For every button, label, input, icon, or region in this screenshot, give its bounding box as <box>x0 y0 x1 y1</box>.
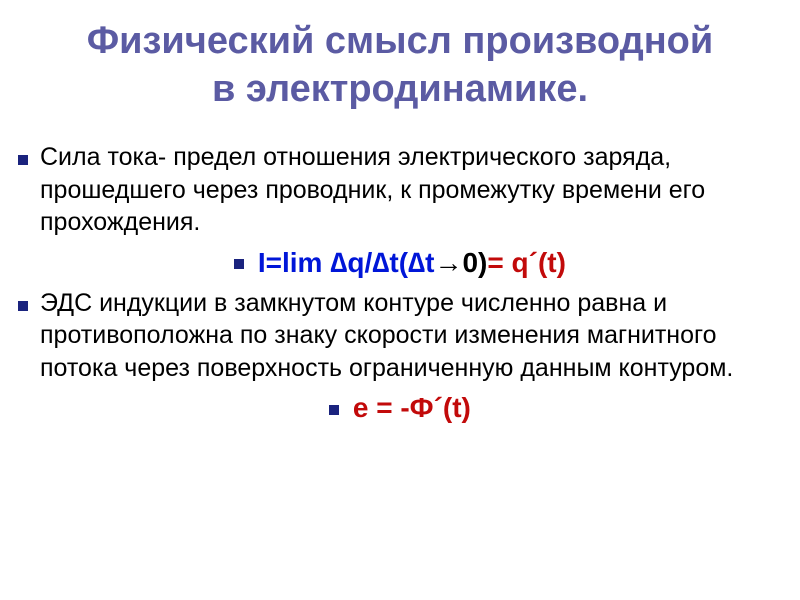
bullet-icon <box>18 155 28 165</box>
paragraph-text: ЭДС индукции в замкнутом контуре численн… <box>40 289 733 382</box>
formula-part-b: →0) <box>434 247 487 278</box>
title-line-1: Физический смысл производной <box>40 18 760 66</box>
bullet-icon <box>234 259 244 269</box>
bullet-icon <box>18 301 28 311</box>
title-line-2: в электродинамике. <box>40 66 760 114</box>
paragraph-text: Сила тока- предел отношения электрическо… <box>40 143 705 236</box>
slide-title: Физический смысл производной в электроди… <box>40 18 760 113</box>
formula-text: е = -Ф´(t) <box>353 392 471 423</box>
list-item: ЭДС индукции в замкнутом контуре численн… <box>40 287 760 385</box>
list-item: I=lim ∆q/∆t(∆t→0)= q´(t) <box>40 245 760 281</box>
bullet-icon <box>329 405 339 415</box>
slide: Физический смысл производной в электроди… <box>0 0 800 600</box>
formula-part-c: = q´(t) <box>487 247 566 278</box>
list-item: е = -Ф´(t) <box>40 390 760 426</box>
body-list: Сила тока- предел отношения электрическо… <box>40 141 760 427</box>
list-item: Сила тока- предел отношения электрическо… <box>40 141 760 239</box>
formula-part-a: I=lim ∆q/∆t(∆t <box>258 247 435 278</box>
